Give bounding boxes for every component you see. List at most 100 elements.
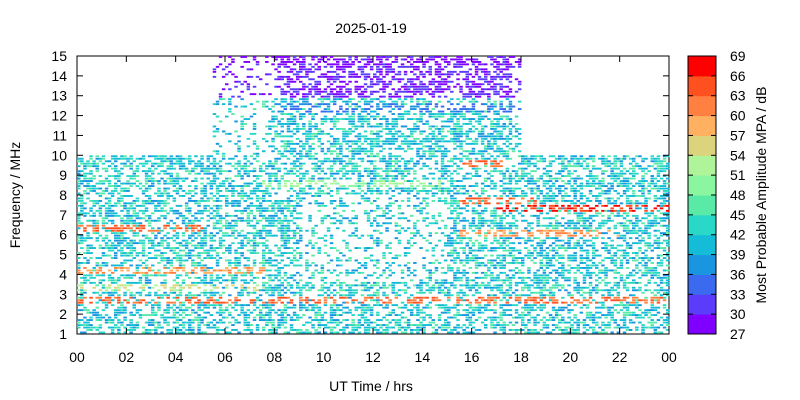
heatmap-cell <box>215 128 220 130</box>
heatmap-cell <box>255 326 260 329</box>
heatmap-cell <box>181 264 186 267</box>
heatmap-cell <box>225 284 229 287</box>
heatmap-cell <box>95 192 99 195</box>
heatmap-cell <box>255 329 260 331</box>
heatmap-cell <box>86 187 90 190</box>
heatmap-cell <box>83 289 87 292</box>
heatmap-cell <box>169 329 173 331</box>
heatmap-cell <box>228 299 232 302</box>
heatmap-cell <box>339 98 343 101</box>
heatmap-cell <box>225 214 229 217</box>
heatmap-cell <box>394 147 399 150</box>
heatmap-cell <box>129 162 133 165</box>
heatmap-cell <box>302 58 306 61</box>
heatmap-cell <box>92 165 96 168</box>
heatmap-cell <box>203 279 207 282</box>
heatmap-cell <box>283 63 288 66</box>
heatmap-cell <box>101 167 106 170</box>
heatmap-cell <box>373 98 377 101</box>
heatmap-cell <box>292 155 297 158</box>
heatmap-cell <box>101 180 106 182</box>
heatmap-cell <box>175 299 180 302</box>
heatmap-cell <box>292 73 297 76</box>
heatmap-cell <box>243 244 247 247</box>
heatmap-cell <box>357 113 362 115</box>
heatmap-cell <box>77 284 81 287</box>
heatmap-cell <box>240 271 244 274</box>
heatmap-cell <box>277 200 281 202</box>
heatmap-cell <box>351 222 355 225</box>
heatmap-cell <box>385 192 389 195</box>
heatmap-cell <box>422 165 426 168</box>
heatmap-cell <box>200 192 204 195</box>
heatmap-cell <box>101 316 106 319</box>
heatmap-cell <box>369 145 374 148</box>
heatmap-cell <box>295 100 300 103</box>
heatmap-cell <box>320 279 325 282</box>
heatmap-cell <box>215 197 220 200</box>
heatmap-cell <box>376 105 380 108</box>
heatmap-cell <box>345 289 349 292</box>
heatmap-cell <box>317 160 321 163</box>
heatmap-cell <box>246 195 251 197</box>
heatmap-cell <box>265 207 269 210</box>
heatmap-cell <box>410 279 414 282</box>
heatmap-cell <box>329 175 334 177</box>
heatmap-cell <box>373 172 377 175</box>
heatmap-cell <box>83 212 87 215</box>
heatmap-cell <box>425 284 429 287</box>
heatmap-cell <box>184 170 189 173</box>
heatmap-cell <box>225 219 229 222</box>
heatmap-cell <box>157 227 161 230</box>
heatmap-cell <box>237 294 241 297</box>
heatmap-cell <box>354 152 358 155</box>
heatmap-cell <box>237 209 241 212</box>
heatmap-cell <box>391 190 395 192</box>
heatmap-cell <box>135 217 140 220</box>
heatmap-cell <box>141 204 146 207</box>
heatmap-cell <box>268 165 272 168</box>
heatmap-cell <box>151 309 155 312</box>
heatmap-cell <box>98 264 103 267</box>
heatmap-cell <box>317 289 321 292</box>
heatmap-cell <box>271 209 275 212</box>
heatmap-cell <box>286 118 291 120</box>
heatmap-cell <box>292 329 297 331</box>
heatmap-cell <box>345 88 349 91</box>
heatmap-cell <box>360 190 365 192</box>
heatmap-cell <box>369 259 374 262</box>
heatmap-cell <box>200 252 204 254</box>
heatmap-cell <box>77 170 81 173</box>
heatmap-cell <box>265 217 269 220</box>
heatmap-cell <box>151 264 155 267</box>
heatmap-cell <box>206 160 210 163</box>
heatmap-cell <box>160 281 164 284</box>
heatmap-cell <box>169 269 173 272</box>
heatmap-cell <box>188 301 192 304</box>
heatmap-cell <box>89 165 93 168</box>
heatmap-cell <box>265 83 269 86</box>
heatmap-cell <box>299 212 303 215</box>
heatmap-cell <box>416 65 420 68</box>
heatmap-cell <box>326 167 331 170</box>
heatmap-cell <box>286 172 291 175</box>
heatmap-cell <box>422 237 426 240</box>
heatmap-cell <box>246 207 251 210</box>
heatmap-cell <box>258 267 263 269</box>
heatmap-cell <box>425 202 429 205</box>
heatmap-cell <box>206 269 210 272</box>
heatmap-cell <box>252 316 257 319</box>
heatmap-cell <box>416 85 420 88</box>
heatmap-cell <box>147 224 152 227</box>
heatmap-cell <box>394 100 399 103</box>
heatmap-cell <box>181 311 186 314</box>
heatmap-cell <box>397 65 402 68</box>
heatmap-cell <box>215 192 220 195</box>
heatmap-cell <box>101 271 106 274</box>
heatmap-cell <box>268 284 272 287</box>
heatmap-cell <box>354 125 358 128</box>
heatmap-cell <box>157 172 161 175</box>
heatmap-cell <box>221 217 226 220</box>
heatmap-cell <box>351 75 355 78</box>
heatmap-cell <box>194 217 198 220</box>
